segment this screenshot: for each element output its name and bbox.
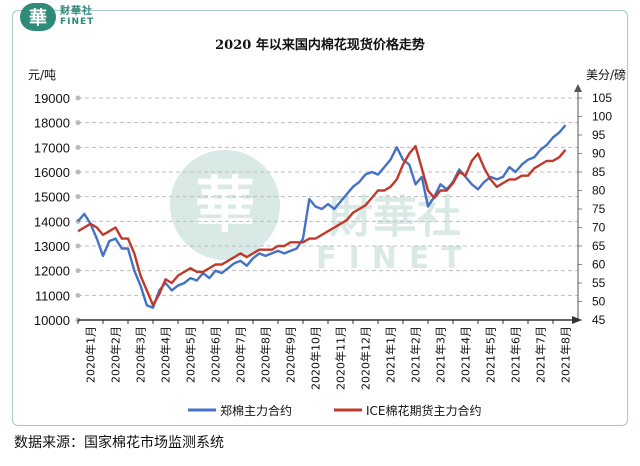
data-source: 数据来源：国家棉花市场监测系统: [14, 435, 224, 451]
grid-endpoint: [75, 120, 81, 126]
right-tick-label: 50: [592, 295, 606, 309]
grid-endpoint: [75, 243, 81, 249]
grid-endpoint: [75, 292, 81, 298]
x-tick-label: 2021年7月: [534, 326, 548, 383]
left-tick-label: 18000: [34, 116, 70, 131]
right-tick-label: 80: [592, 184, 606, 198]
x-tick-label: 2020年1月: [84, 326, 98, 383]
logo: 華 财華社 FINET: [20, 2, 94, 32]
grid-endpoint: [75, 95, 81, 101]
left-tick-label: 16000: [34, 165, 70, 180]
right-tick-label: 45: [592, 313, 606, 327]
watermark-cn: 財華社: [329, 192, 461, 243]
logo-badge: 華: [20, 3, 56, 31]
series-line-1: [77, 124, 567, 309]
right-axis-unit: 美分/磅: [586, 67, 626, 82]
watermark-circle: [170, 150, 280, 260]
left-axis-unit: 元/吨: [28, 68, 56, 82]
right-tick-label: 85: [592, 165, 606, 179]
x-tick-label: 2020年9月: [284, 326, 298, 383]
right-axis-arrow: [574, 84, 582, 92]
legend-label-1: 郑棉主力合约: [220, 403, 292, 418]
right-tick-label: 90: [592, 147, 606, 161]
right-tick-label: 60: [592, 258, 606, 272]
right-tick-label: 75: [592, 202, 606, 216]
left-tick-label: 14000: [34, 214, 70, 229]
x-tick-label: 2020年5月: [184, 326, 198, 383]
x-tick-label: 2021年4月: [459, 326, 473, 383]
legend: 郑棉主力合约 ICE棉花期货主力合约: [188, 403, 482, 418]
logo-cn: 财華社: [60, 6, 93, 17]
left-tick-label: 17000: [34, 140, 70, 155]
legend-label-2: ICE棉花期货主力合约: [366, 403, 482, 418]
x-tick-label: 2020年3月: [134, 326, 148, 383]
grid-endpoint: [75, 268, 81, 274]
right-tick-label: 105: [592, 91, 612, 105]
chart-frame: [12, 10, 628, 426]
x-tick-label: 2021年3月: [434, 326, 448, 383]
x-tick-label: 2020年10月: [309, 326, 323, 390]
x-tick-label: 2021年2月: [409, 326, 423, 383]
left-tick-label: 13000: [34, 239, 70, 254]
left-tick-label: 11000: [35, 288, 70, 303]
right-tick-label: 55: [592, 276, 606, 290]
x-tick-label: 2021年8月: [559, 326, 573, 383]
grid-endpoint: [75, 144, 81, 150]
x-tick-label: 2020年12月: [359, 326, 373, 390]
left-tick-label: 19000: [34, 91, 70, 106]
logo-en: FINET: [60, 17, 95, 27]
x-tick-label: 2020年8月: [259, 326, 273, 383]
chart-title: 2020 年以来国内棉花现货价格走势: [215, 38, 425, 53]
x-tick-label: 2020年11月: [334, 326, 348, 390]
right-tick-label: 95: [592, 128, 606, 142]
left-tick-label: 12000: [34, 264, 70, 279]
grid-endpoint: [75, 194, 81, 200]
x-tick-label: 2020年2月: [109, 326, 123, 383]
grid: [75, 95, 578, 323]
series-line-2: [77, 144, 567, 307]
left-tick-label: 15000: [34, 190, 70, 205]
series: [77, 124, 567, 309]
axes: 10000 11000 12000 13000 14000 15000 16000 17000…: [28, 67, 626, 390]
x-tick-label: 2020年6月: [209, 326, 223, 383]
grid-endpoint: [75, 169, 81, 175]
right-tick-label: 70: [592, 221, 606, 235]
x-tick-label: 2021年1月: [384, 326, 398, 383]
right-tick-label: 100: [592, 110, 612, 124]
x-tick-label: 2021年5月: [484, 326, 498, 383]
watermark-glyph: 華: [195, 171, 255, 241]
watermark: 華 財華社 FINET: [170, 150, 462, 276]
x-axis-arrow: [572, 316, 582, 324]
x-tick-label: 2020年4月: [159, 326, 173, 383]
x-tick-label: 2020年7月: [234, 326, 248, 383]
right-tick-label: 65: [592, 239, 606, 253]
x-tick-label: 2021年6月: [509, 326, 523, 383]
left-tick-label: 10000: [34, 313, 70, 328]
